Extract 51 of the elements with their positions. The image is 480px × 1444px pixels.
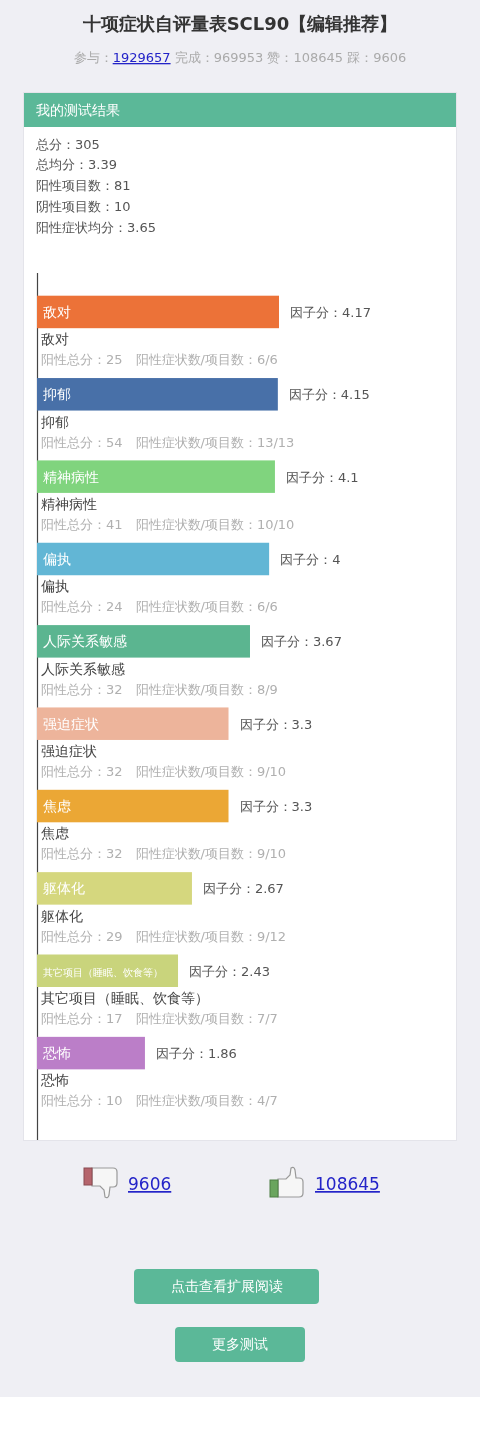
chart-title: 十项症状自评量表SCL90【编辑推荐】 — [81, 13, 398, 34]
button[interactable]: 更多测试 — [175, 1327, 305, 1362]
annotation: 阳性总分：41 阳性症状数/项目数：10/10 — [41, 516, 295, 532]
y-tick-label: 恐怖 — [40, 1072, 69, 1089]
y-tick-label: 敌对 — [41, 331, 69, 348]
annotation: 阳性总分：32 阳性症状数/项目数：9/10 — [41, 763, 287, 779]
text: 我的测试结果 — [36, 102, 120, 118]
y-tick-label: 抑郁 — [41, 413, 69, 430]
data-label: 因子分：2.43 — [189, 963, 270, 979]
data-label: 因子分：2.67 — [202, 881, 284, 897]
y-tick-label: 强迫症状 — [41, 742, 97, 759]
text: 9606 — [128, 1174, 172, 1194]
text: 阴性项目数：10 — [36, 198, 131, 214]
data-label: 因子分：4.15 — [288, 387, 370, 403]
bar — [37, 460, 275, 493]
annotation: 阳性总分：54 阳性症状数/项目数：13/13 — [41, 434, 295, 450]
data-label: 因子分：4.1 — [285, 469, 359, 485]
chart-subtitle: 参与：1929657 完成：969953 赞：108645 踩：9606 — [73, 50, 407, 65]
annotation: 阳性总分：32 阳性症状数/项目数：8/9 — [41, 681, 278, 697]
text: 阳性症状均分：3.65 — [36, 219, 156, 235]
annotation: 阳性总分：17 阳性症状数/项目数：7/7 — [41, 1011, 278, 1026]
annotation: 阳性总分：10 阳性症状数/项目数：4/7 — [41, 1093, 278, 1109]
y-tick-label: 焦虑 — [41, 825, 69, 842]
y-tick-label: 人际关系敏感 — [41, 660, 125, 677]
button[interactable]: 点击查看扩展阅读 — [134, 1269, 319, 1304]
annotation: 阳性总分：24 阳性症状数/项目数：6/6 — [41, 599, 278, 615]
bar — [37, 542, 270, 576]
y-tick-label: 躯体化 — [41, 907, 83, 924]
bar — [37, 872, 192, 905]
bar — [37, 295, 279, 329]
data-label: 因子分：4.17 — [290, 304, 371, 320]
annotation: 阳性总分：32 阳性症状数/项目数：9/10 — [41, 846, 287, 862]
data-label: 因子分：1.86 — [155, 1046, 237, 1062]
bar — [37, 1036, 145, 1070]
data-label: 因子分：4 — [280, 552, 341, 567]
data-label: 因子分：3.67 — [260, 634, 342, 650]
bar — [37, 625, 250, 658]
data-label: 因子分：3.3 — [239, 716, 313, 732]
annotation: 阳性总分：29 阳性症状数/项目数：9/12 — [41, 928, 287, 944]
text: 总均分：3.39 — [35, 157, 117, 173]
bar — [37, 378, 278, 411]
text: 总分：305 — [35, 136, 100, 152]
annotation: 阳性总分：25 阳性症状数/项目数：6/6 — [41, 352, 278, 368]
y-tick-label: 偏执 — [41, 578, 69, 595]
y-tick-label: 其它项目（睡眠、饮食等） — [41, 990, 209, 1006]
bar — [37, 707, 229, 740]
bar — [37, 789, 229, 823]
data-label: 因子分：3.3 — [239, 799, 313, 815]
text: 108645 — [315, 1174, 380, 1194]
text: 阳性项目数：81 — [36, 178, 131, 194]
y-tick-label: 精神病性 — [41, 495, 97, 512]
